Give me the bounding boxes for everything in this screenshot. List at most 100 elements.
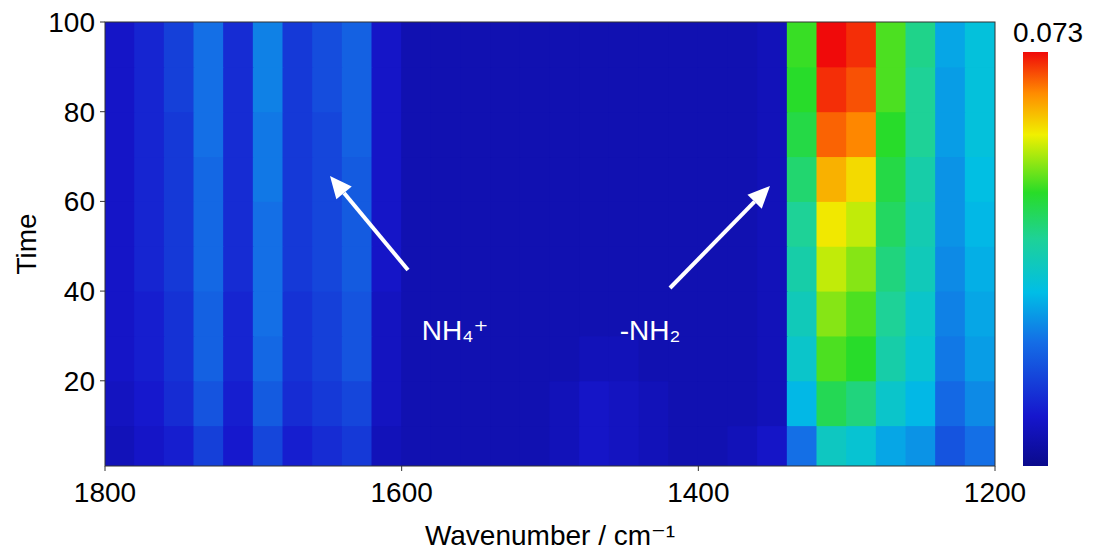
heatmap-cell <box>965 201 995 247</box>
heatmap-cell <box>490 246 521 292</box>
heatmap-cell <box>728 335 759 381</box>
heatmap-cell <box>401 380 432 426</box>
heatmap-cell <box>194 22 225 67</box>
heatmap-cell <box>965 425 995 466</box>
y-tick-label: 60 <box>64 186 95 217</box>
heatmap-cell <box>105 66 135 112</box>
heatmap-cell <box>253 425 284 466</box>
y-tick-label: 20 <box>64 366 95 397</box>
heatmap-cell <box>846 111 877 157</box>
heatmap-cell <box>253 291 284 337</box>
heatmap-cell <box>520 201 551 247</box>
heatmap-cell <box>312 22 343 67</box>
heatmap-cell <box>223 111 254 157</box>
heatmap-cell <box>164 246 195 292</box>
heatmap-cell <box>906 201 937 247</box>
colorbar <box>1023 52 1048 466</box>
heatmap-cell <box>134 291 165 337</box>
heatmap-cell <box>876 156 907 202</box>
heatmap-cell <box>935 335 966 381</box>
heatmap-cell <box>283 291 314 337</box>
heatmap-cell <box>935 201 966 247</box>
heatmap-cell <box>134 22 165 67</box>
y-axis-title: Time <box>11 213 42 274</box>
heatmap-cell <box>965 22 995 67</box>
heatmap-cell <box>134 380 165 426</box>
y-tick-label: 40 <box>64 276 95 307</box>
x-axis-title: Wavenumber / cm⁻¹ <box>425 520 675 551</box>
heatmap-cell <box>550 335 581 381</box>
heatmap-cell <box>846 380 877 426</box>
heatmap-cell <box>965 291 995 337</box>
heatmap-cell <box>906 66 937 112</box>
heatmap-cell <box>728 66 759 112</box>
heatmap-cell <box>639 156 670 202</box>
heatmap-cell <box>431 425 462 466</box>
heatmap-cell <box>134 201 165 247</box>
heatmap-cell <box>194 66 225 112</box>
heatmap-cell <box>787 246 818 292</box>
annotation: -NH₂ <box>620 315 681 346</box>
colorbar-tick <box>1023 52 1048 53</box>
heatmap-cell <box>965 380 995 426</box>
heatmap-cell <box>579 111 610 157</box>
heatmap-cell <box>223 66 254 112</box>
heatmap-cell <box>935 22 966 67</box>
heatmap-cell <box>105 335 135 381</box>
heatmap-cell <box>698 291 729 337</box>
heatmap-cell <box>579 22 610 67</box>
heatmap-cell <box>461 156 492 202</box>
heatmap-cell <box>401 201 432 247</box>
heatmap-cell <box>312 111 343 157</box>
heatmap-cell <box>164 22 195 67</box>
x-tick <box>995 466 996 471</box>
heatmap-cell <box>550 246 581 292</box>
heatmap-cell <box>550 66 581 112</box>
heatmap-cell <box>372 201 403 247</box>
heatmap-cell <box>579 156 610 202</box>
heatmap-cell <box>490 291 521 337</box>
heatmap-cell <box>787 335 818 381</box>
heatmap-cell <box>579 380 610 426</box>
heatmap-cell <box>698 22 729 67</box>
heatmap-cell <box>639 425 670 466</box>
heatmap-cell <box>253 201 284 247</box>
heatmap-cell <box>253 380 284 426</box>
heatmap-cell <box>817 111 848 157</box>
heatmap-cell <box>342 66 373 112</box>
heatmap-cell <box>342 111 373 157</box>
heatmap-cell <box>965 335 995 381</box>
heatmap-cell <box>906 380 937 426</box>
heatmap-cell <box>698 201 729 247</box>
heatmap-cell <box>253 156 284 202</box>
heatmap-cell <box>253 22 284 67</box>
heatmap-cell <box>164 201 195 247</box>
heatmap-cell <box>520 425 551 466</box>
heatmap-cell <box>935 246 966 292</box>
heatmap-cell <box>520 335 551 381</box>
heatmap-cell <box>906 111 937 157</box>
heatmap-cell <box>431 246 462 292</box>
heatmap-cell <box>342 380 373 426</box>
heatmap-cell <box>935 156 966 202</box>
heatmap-cell <box>876 66 907 112</box>
heatmap-cell <box>520 246 551 292</box>
heatmap-cell <box>817 380 848 426</box>
heatmap-cell <box>372 111 403 157</box>
heatmap-cell <box>520 156 551 202</box>
heatmap-cell <box>283 335 314 381</box>
heatmap-cell <box>520 111 551 157</box>
heatmap-cell <box>461 380 492 426</box>
heatmap-cell <box>728 22 759 67</box>
heatmap-cell <box>757 111 788 157</box>
heatmap-cell <box>668 111 699 157</box>
heatmap-cell <box>550 201 581 247</box>
heatmap-cell <box>846 156 877 202</box>
heatmap-cell <box>164 425 195 466</box>
heatmap-cell <box>283 380 314 426</box>
heatmap-cell <box>876 111 907 157</box>
heatmap-cell <box>283 246 314 292</box>
heatmap-cell <box>194 380 225 426</box>
heatmap-cell <box>757 246 788 292</box>
heatmap-cell <box>609 156 640 202</box>
